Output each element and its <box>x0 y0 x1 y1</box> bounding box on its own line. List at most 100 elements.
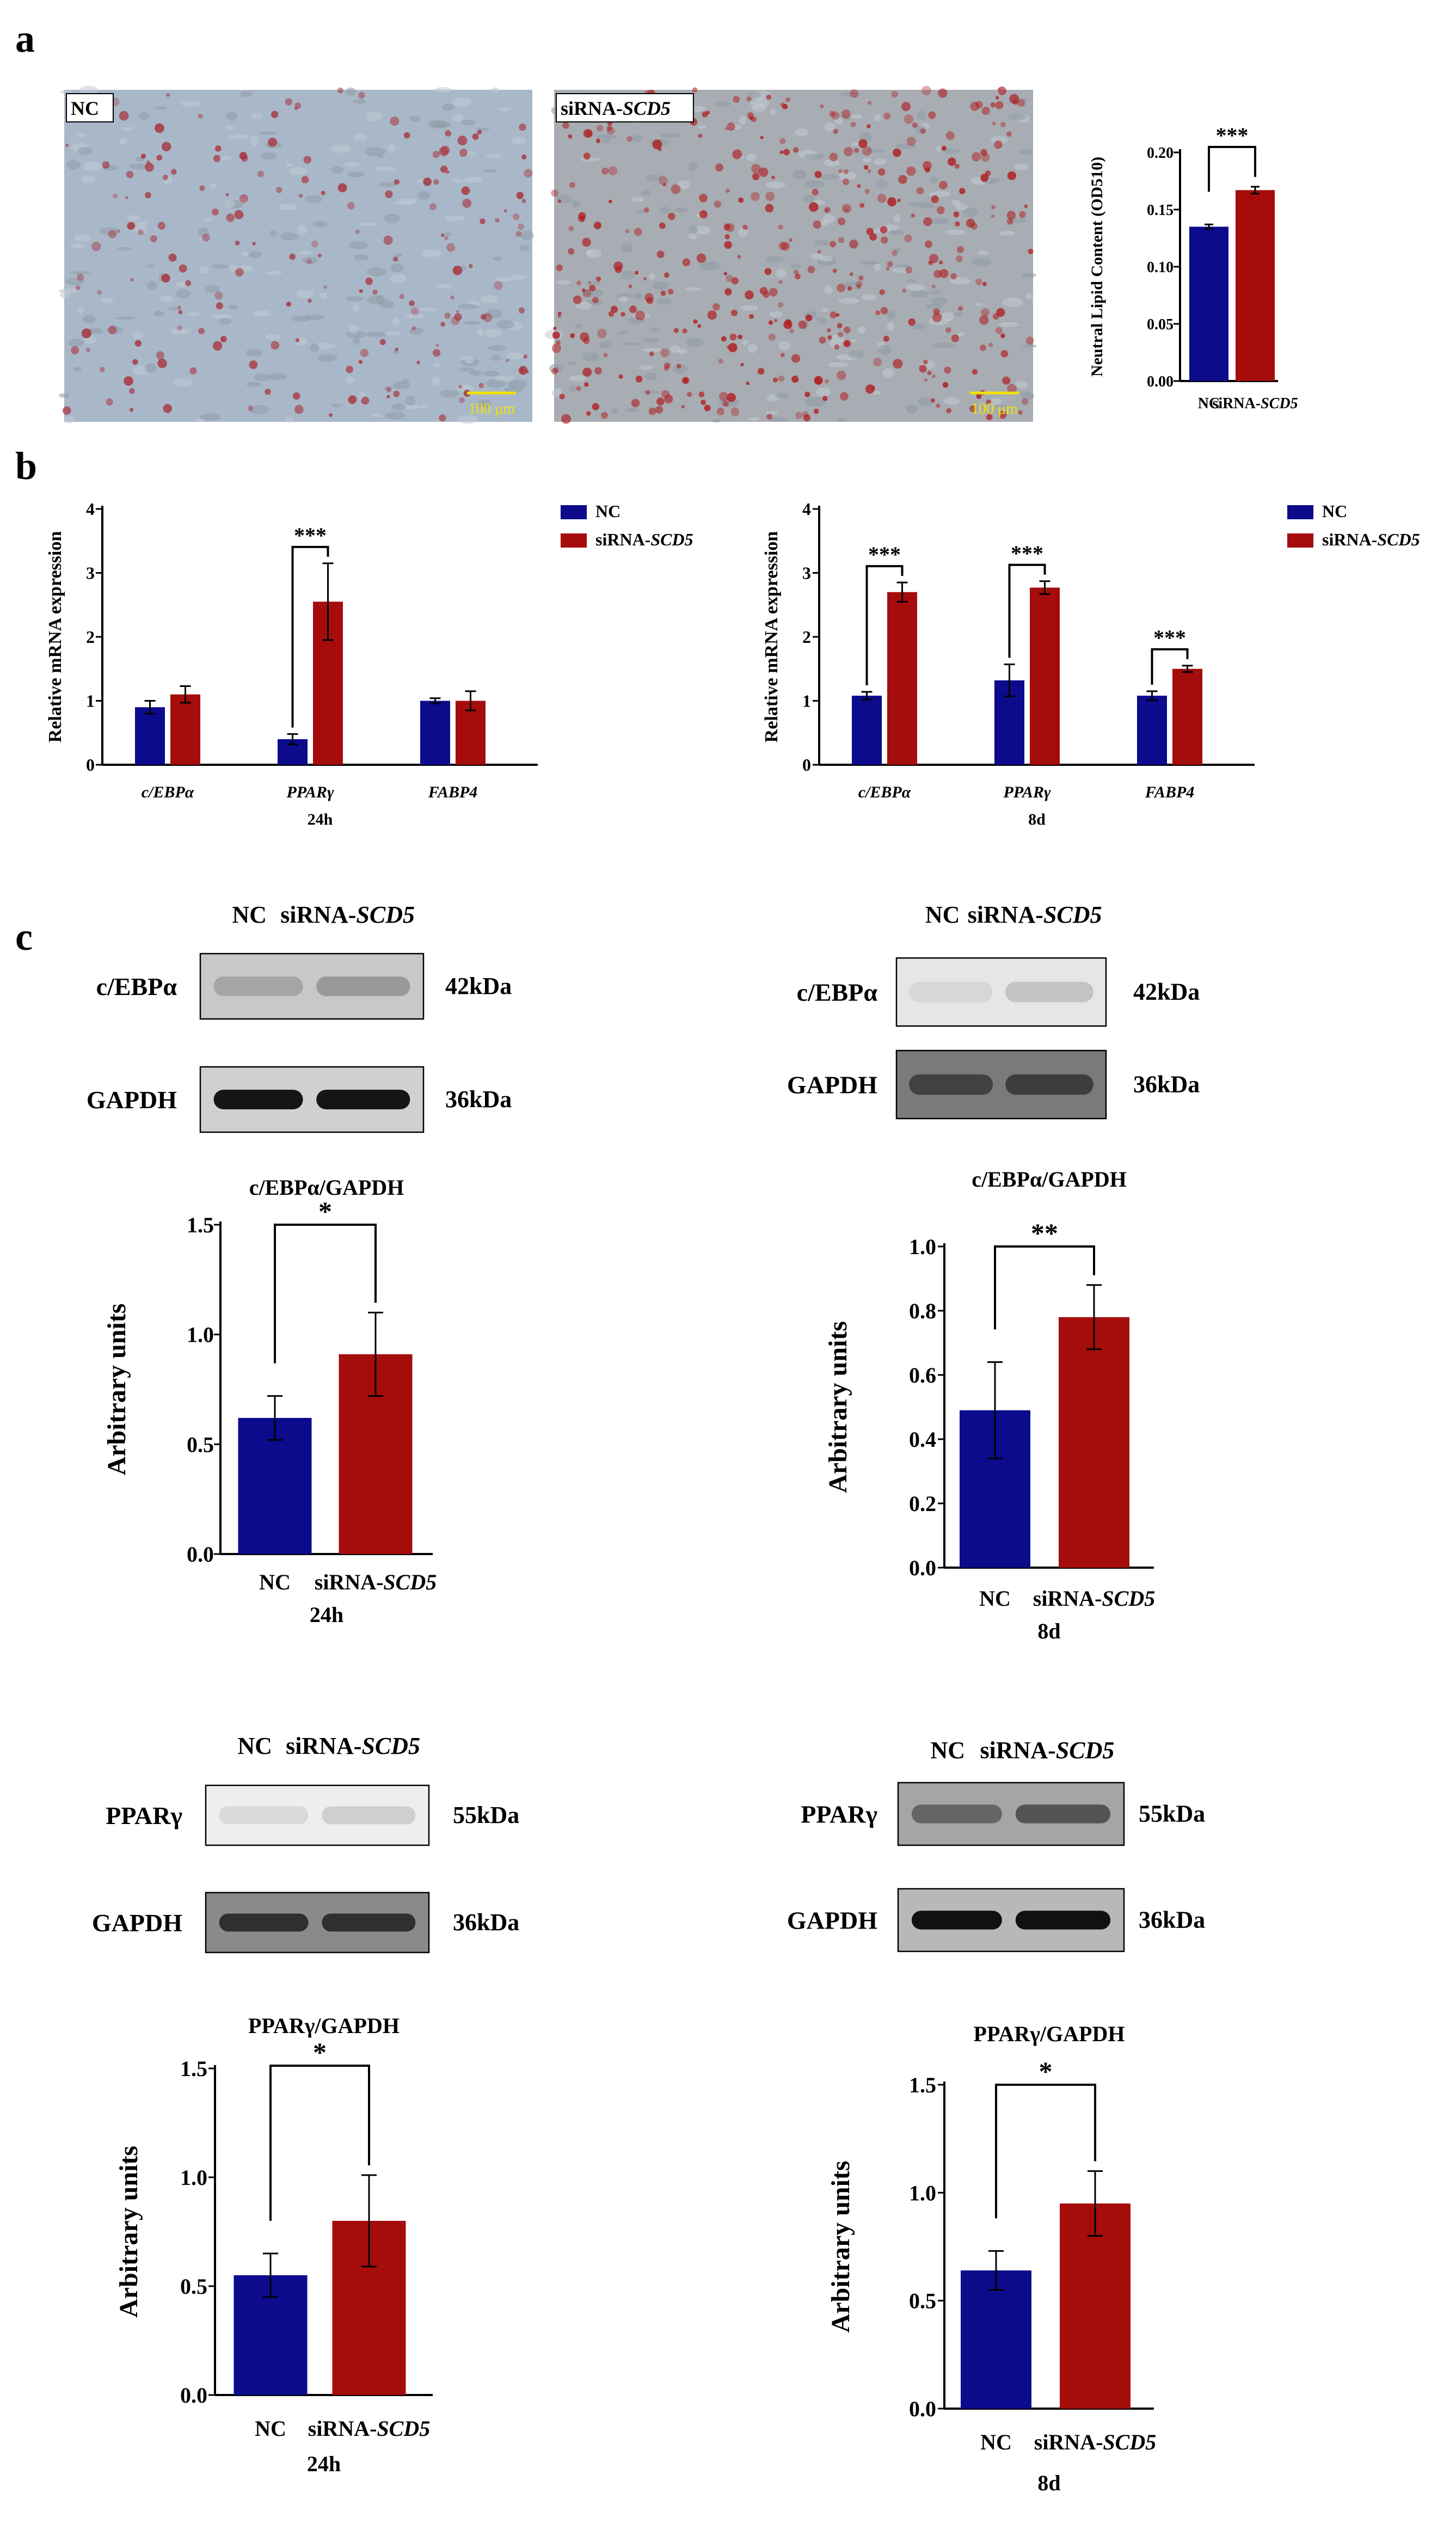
lipid-droplet <box>102 161 110 169</box>
lipid-droplet <box>844 147 853 156</box>
cell-texture <box>674 207 688 213</box>
cell-texture <box>685 287 702 291</box>
legend-label-gene: SCD5 <box>1377 530 1420 549</box>
lipid-droplet <box>920 128 926 134</box>
lipid-droplet <box>1022 398 1029 406</box>
blot-band-nc <box>219 1806 309 1825</box>
blot-protein-label: GAPDH <box>787 1907 877 1935</box>
lipid-droplet <box>495 218 500 223</box>
lipid-droplet <box>738 197 744 203</box>
lipid-droplet <box>730 407 740 416</box>
chart-mrna-24h: 0 1 2 3 4 Relative mRNA expression 24h c/EBPα PP… <box>45 499 693 828</box>
cell-texture <box>828 362 849 367</box>
lipid-droplet <box>966 218 975 228</box>
lipid-droplet <box>724 234 730 240</box>
cell-texture <box>962 207 979 218</box>
lipid-droplet <box>959 188 966 194</box>
scale-bar-2: 100 μm <box>970 391 1019 417</box>
lipid-droplet <box>130 408 134 412</box>
lipid-droplet <box>459 149 468 157</box>
lipid-droplet <box>138 229 144 236</box>
x-axis-label: 24h <box>310 1602 343 1627</box>
category-label: PPARγ <box>286 783 334 801</box>
y-tick-label: 0.5 <box>187 1432 214 1457</box>
cell-texture <box>372 414 382 417</box>
bar-sirna-scd5 <box>887 592 917 765</box>
lipid-droplet <box>902 288 906 293</box>
lipid-droplet <box>629 305 637 314</box>
y-tick-label: 0.0 <box>180 2383 207 2408</box>
lipid-droplet <box>923 359 928 365</box>
lipid-droplet <box>145 192 151 199</box>
lipid-droplet <box>1002 376 1011 385</box>
cell-texture <box>457 304 479 309</box>
lipid-droplet <box>724 288 732 296</box>
lipid-droplet <box>986 414 993 420</box>
cell-texture <box>439 390 460 398</box>
lipid-droplet <box>886 267 890 271</box>
lipid-droplet <box>834 344 840 350</box>
blot-header-sirna: siRNA-SCD5 <box>980 1737 1114 1764</box>
cell-texture <box>893 214 901 223</box>
lipid-droplet <box>503 209 507 213</box>
cell-texture <box>575 323 583 329</box>
cell-texture <box>360 222 376 226</box>
cell-texture <box>493 256 502 261</box>
lipid-droplet <box>423 177 432 186</box>
lipid-droplet <box>481 314 487 320</box>
lipid-droplet <box>912 122 918 128</box>
lipid-droplet <box>271 110 279 118</box>
cell-texture <box>452 114 463 122</box>
cell-texture <box>766 181 785 189</box>
lipid-droplet <box>179 264 187 273</box>
lipid-droplet <box>392 256 398 262</box>
cell-texture <box>816 388 831 397</box>
lipid-droplet <box>783 320 792 329</box>
lipid-droplet <box>746 381 749 385</box>
lipid-droplet <box>791 376 799 383</box>
lipid-droplet <box>782 103 788 109</box>
cell-texture <box>888 230 905 235</box>
cell-texture <box>805 180 825 188</box>
lipid-droplet <box>772 377 778 383</box>
category-label: siRNA-SCD5 <box>1212 395 1298 412</box>
lipid-droplet <box>457 136 468 146</box>
cell-texture <box>747 343 758 353</box>
lipid-droplet <box>649 351 654 357</box>
lipid-droplet <box>830 241 837 248</box>
western-blot-pparg-8d: NC siRNA-SCD5 PPARγ 55kDa GAPDH 36kDa <box>787 1737 1205 1952</box>
lipid-droplet <box>551 189 558 197</box>
category-label: siRNA-SCD5 <box>308 2416 430 2441</box>
lipid-droplet <box>601 412 608 419</box>
cell-texture <box>77 133 85 137</box>
lipid-droplet <box>887 261 893 267</box>
bar-sirna-scd5 <box>170 694 200 765</box>
cell-texture <box>769 311 783 318</box>
cell-texture <box>285 163 293 167</box>
cell-texture <box>302 256 318 265</box>
cell-texture <box>58 288 79 293</box>
significance-bracket <box>1008 563 1046 658</box>
significance-label: *** <box>1011 541 1043 566</box>
lipid-droplet <box>1006 131 1012 137</box>
cell-texture <box>68 339 84 347</box>
cell-texture <box>250 136 259 146</box>
lipid-droplet <box>837 370 846 380</box>
lipid-droplet <box>108 326 117 334</box>
cell-texture <box>452 179 463 183</box>
cell-texture <box>366 267 386 277</box>
cell-texture <box>877 345 892 355</box>
lipid-droplet <box>168 253 177 262</box>
y-tick-label: 2 <box>802 627 811 647</box>
lipid-droplet <box>124 376 133 386</box>
cell-texture <box>376 166 396 171</box>
lipid-droplet <box>444 312 451 319</box>
lipid-droplet <box>556 264 563 272</box>
lipid-droplet <box>986 399 992 405</box>
lipid-droplet <box>768 333 776 341</box>
lipid-droplet <box>294 404 304 414</box>
lipid-droplet <box>998 410 1007 419</box>
cell-texture <box>121 127 134 131</box>
blot-protein-label: c/EBPα <box>96 973 177 1000</box>
lipid-droplet <box>971 152 981 162</box>
